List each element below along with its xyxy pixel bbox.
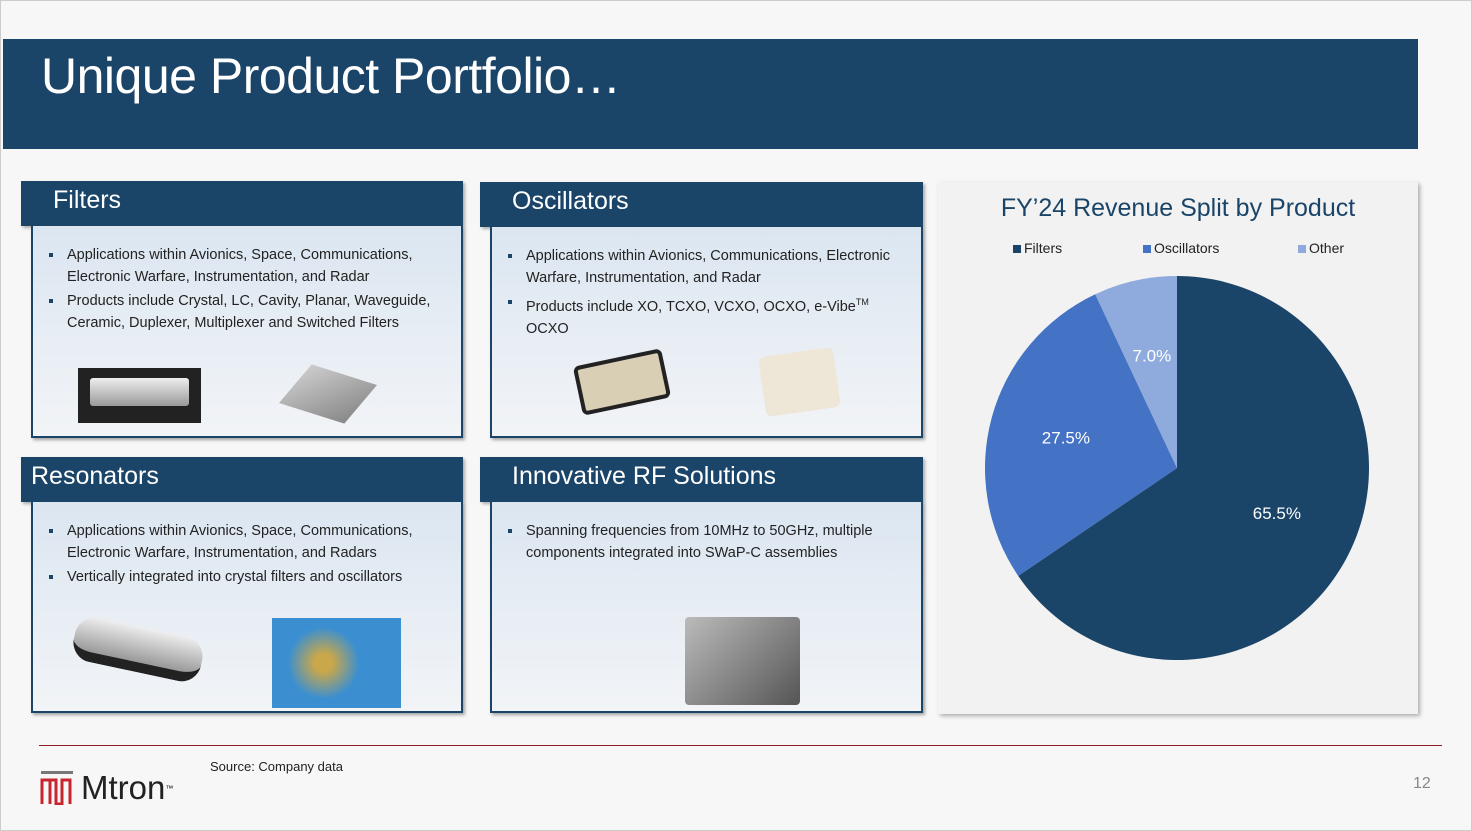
filter-product-image [279, 364, 377, 424]
card-title: Innovative RF Solutions [480, 457, 923, 502]
resonator-product-image [69, 613, 207, 686]
legend-filters: Filters [1013, 240, 1062, 256]
card-rf-solutions: Innovative RF Solutions Spanning frequen… [480, 457, 923, 713]
bullet: Applications within Avionics, Space, Com… [49, 520, 441, 564]
oscillator-product-image [758, 347, 841, 417]
source-note: Source: Company data [210, 759, 343, 774]
pie-data-label: 7.0% [1132, 347, 1171, 366]
pie-data-label: 27.5% [1042, 429, 1090, 448]
card-oscillators: Oscillators Applications within Avionics… [480, 182, 923, 438]
mtron-logo: Mtron ™ [39, 769, 173, 807]
bullet: Vertically integrated into crystal filte… [49, 566, 441, 588]
filter-product-image [78, 368, 201, 423]
card-title: Filters [21, 181, 463, 226]
pie-data-label: 65.5% [1253, 504, 1301, 523]
pie-slice-filters [1018, 276, 1369, 660]
bullet: Spanning frequencies from 10MHz to 50GHz… [508, 520, 901, 564]
bullet: Products include XO, TCXO, VCXO, OCXO, e… [508, 291, 901, 340]
card-title: Oscillators [480, 182, 923, 227]
page-title: Unique Product Portfolio… [41, 48, 621, 104]
bullet: Products include Crystal, LC, Cavity, Pl… [49, 290, 441, 334]
pie-slice-other [1095, 276, 1177, 468]
card-title: Resonators [21, 457, 463, 502]
rf-assembly-image [685, 617, 800, 705]
chart-title: FY’24 Revenue Split by Product [1000, 194, 1356, 222]
legend-oscillators: Oscillators [1143, 240, 1219, 256]
title-banner: Unique Product Portfolio… [3, 39, 1418, 149]
revenue-pie-chart: FY’24 Revenue Split by Product Filters O… [938, 182, 1418, 714]
resonator-product-image [272, 618, 401, 708]
footer-divider [39, 745, 1442, 746]
page-number: 12 [1413, 775, 1431, 792]
legend-other: Other [1298, 240, 1344, 256]
card-resonators: Resonators Applications within Avionics,… [21, 457, 463, 713]
card-filters: Filters Applications within Avionics, Sp… [21, 181, 463, 438]
mtron-logo-icon [40, 771, 73, 805]
bullet: Applications within Avionics, Space, Com… [49, 244, 441, 288]
bullet: Applications within Avionics, Communicat… [508, 245, 901, 289]
oscillator-product-image [572, 348, 672, 416]
pie-slice-oscillators [985, 294, 1177, 576]
